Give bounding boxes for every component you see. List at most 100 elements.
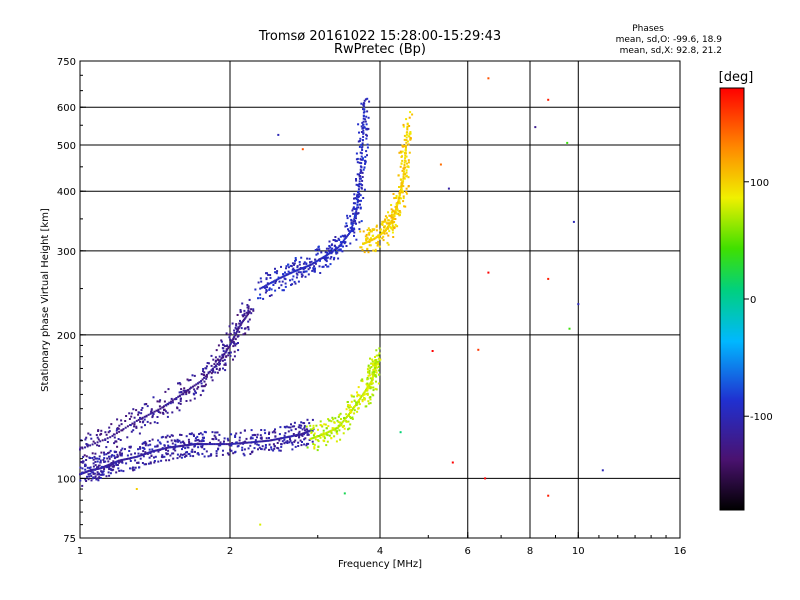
echo-point (210, 443, 212, 446)
echo-point (298, 436, 300, 439)
echo-point (392, 193, 395, 195)
echo-point (137, 461, 140, 464)
echo-point (333, 427, 336, 430)
echo-point (244, 440, 246, 443)
echo-point (96, 441, 99, 444)
echo-point (364, 155, 367, 158)
echo-point (314, 438, 317, 441)
echo-point (193, 384, 196, 387)
echo-point (213, 443, 216, 446)
echo-point (134, 452, 136, 455)
echo-point (353, 197, 355, 200)
echo-point (263, 440, 266, 443)
echo-point (173, 398, 176, 401)
echo-point (390, 215, 393, 218)
echo-point (534, 126, 537, 129)
echo-point (79, 448, 81, 451)
echo-point (93, 455, 96, 458)
echo-point (332, 258, 335, 261)
echo-point (404, 149, 407, 152)
echo-point (366, 384, 369, 387)
echo-point (90, 437, 93, 440)
echo-point (268, 433, 270, 435)
echo-point (195, 439, 198, 442)
echo-point (116, 453, 119, 456)
echo-point (278, 437, 281, 440)
echo-point (151, 438, 154, 441)
echo-point (116, 445, 119, 448)
echo-point (171, 446, 174, 449)
echo-point (138, 454, 141, 457)
echo-point (237, 349, 240, 352)
echo-point (296, 266, 299, 269)
echo-point (397, 174, 400, 177)
echo-point (345, 413, 348, 416)
echo-point (347, 229, 350, 232)
echo-point (159, 411, 162, 414)
echo-point (128, 418, 131, 420)
echo-point (186, 451, 188, 454)
echo-point (124, 458, 127, 461)
echo-point (112, 460, 115, 463)
echo-point (243, 448, 246, 451)
echo-point (402, 176, 405, 179)
echo-point (294, 428, 297, 431)
echo-point (333, 244, 336, 247)
echo-point (94, 476, 97, 479)
echo-point (287, 426, 290, 429)
echo-point (399, 211, 402, 214)
echo-point (341, 426, 344, 428)
echo-point (217, 439, 220, 442)
echo-point (167, 446, 170, 449)
echo-point (140, 409, 143, 411)
echo-point (398, 202, 401, 205)
echo-point (370, 381, 372, 384)
echo-point (252, 309, 255, 312)
echo-point (88, 456, 91, 459)
echo-point (244, 316, 247, 319)
echo-point (344, 417, 347, 420)
echo-point (399, 431, 402, 434)
grid-lines (80, 61, 680, 538)
echo-point (243, 312, 246, 315)
echo-point (312, 267, 315, 270)
echo-point (348, 232, 350, 235)
echo-point (179, 383, 182, 386)
echo-point (402, 180, 405, 183)
echo-point (91, 443, 94, 446)
echo-point (365, 389, 367, 391)
echo-point (287, 270, 290, 273)
echo-point (321, 265, 324, 268)
echo-point (314, 262, 317, 265)
echo-point (264, 446, 267, 449)
echo-point (188, 391, 191, 394)
echo-point (361, 179, 364, 182)
data-points (79, 77, 604, 526)
echo-point (361, 176, 364, 178)
echo-point (149, 443, 152, 446)
echo-point (265, 284, 268, 287)
echo-point (378, 373, 381, 376)
echo-point (201, 439, 204, 442)
echo-point (249, 444, 252, 447)
echo-point (363, 397, 366, 399)
echo-point (103, 451, 105, 454)
echo-point (322, 256, 325, 259)
echo-point (137, 413, 140, 416)
echo-point (289, 279, 291, 282)
echo-point (345, 222, 348, 225)
echo-point (401, 181, 404, 184)
echo-point (369, 398, 372, 401)
echo-point (211, 379, 214, 382)
echo-point (160, 459, 163, 462)
echo-point (249, 437, 252, 440)
echo-point (362, 157, 364, 160)
echo-point (204, 375, 207, 378)
echo-point (274, 435, 277, 438)
echo-point (180, 456, 183, 459)
echo-point (238, 436, 241, 439)
echo-point (403, 138, 406, 141)
echo-point (215, 454, 218, 457)
echo-point (222, 354, 225, 357)
echo-point (347, 420, 350, 423)
